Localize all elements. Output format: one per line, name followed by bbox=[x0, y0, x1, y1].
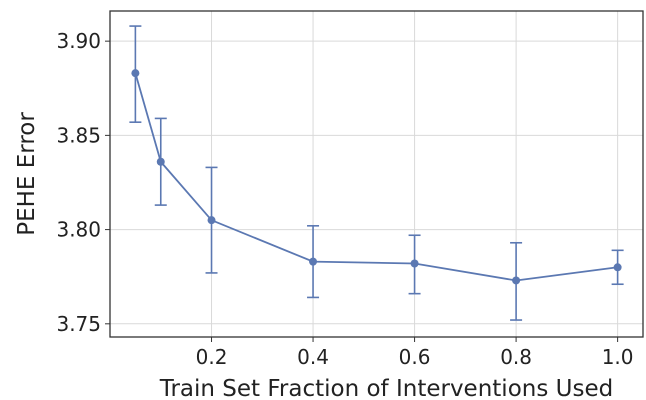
y-axis-title: PEHE Error bbox=[14, 112, 40, 236]
y-tick-label: 3.85 bbox=[56, 123, 101, 147]
series-line bbox=[134, 72, 618, 282]
y-axis-ticks: 3.75 3.80 3.85 3.90 bbox=[56, 29, 110, 336]
x-tick-label: 0.8 bbox=[500, 345, 532, 369]
grid-lines bbox=[110, 11, 643, 337]
y-tick-label: 3.90 bbox=[56, 29, 101, 53]
data-point bbox=[613, 263, 622, 272]
plot-frame bbox=[109, 10, 644, 338]
data-point bbox=[156, 157, 165, 166]
y-tick-label: 3.80 bbox=[56, 218, 101, 242]
x-axis-ticks: 0.2 0.4 0.6 0.8 1.0 bbox=[196, 337, 634, 369]
x-tick-label: 0.2 bbox=[196, 345, 228, 369]
x-axis-title: Train Set Fraction of Interventions Used bbox=[159, 376, 613, 400]
x-tick-label: 0.6 bbox=[399, 345, 431, 369]
data-point bbox=[131, 69, 140, 78]
data-point bbox=[207, 216, 216, 225]
x-tick-label: 0.4 bbox=[297, 345, 329, 369]
y-tick-label: 3.75 bbox=[56, 312, 101, 336]
series-layer bbox=[129, 25, 624, 321]
x-tick-label: 1.0 bbox=[602, 345, 634, 369]
data-point bbox=[309, 257, 318, 266]
data-point bbox=[410, 259, 419, 268]
data-point bbox=[512, 276, 521, 285]
